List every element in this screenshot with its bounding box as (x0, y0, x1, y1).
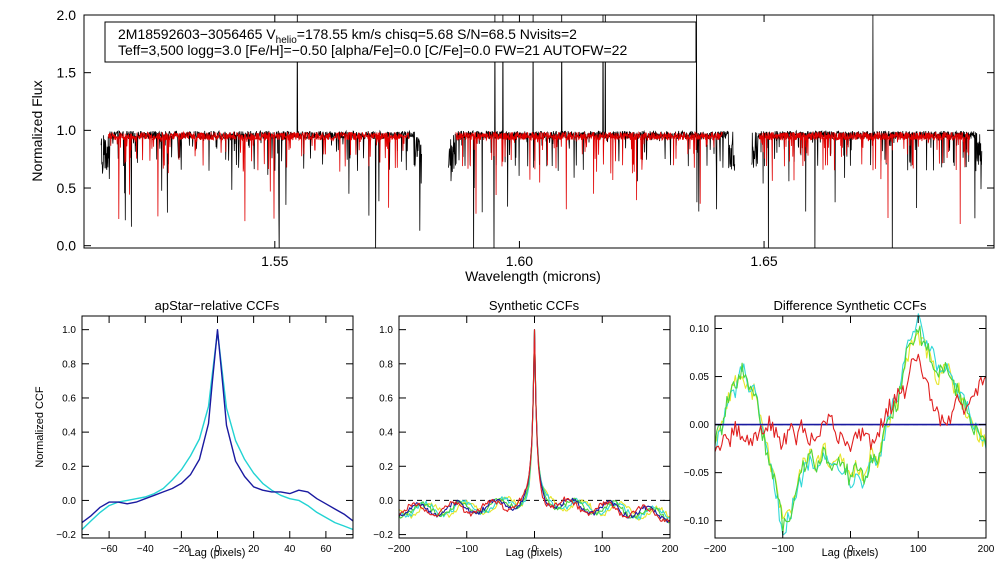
x-tick-label: 200 (662, 544, 679, 555)
x-tick-label: 60 (320, 544, 332, 555)
y-tick-label: −0.2 (373, 530, 393, 541)
synthetic-ccf-line-5 (398, 329, 671, 523)
synthetic-ccf-title: Synthetic CCFs (489, 298, 580, 313)
y-tick-label: 0.4 (379, 428, 393, 439)
y-tick-label: 0.8 (62, 359, 76, 370)
y-tick-label: 0.10 (690, 324, 710, 335)
x-tick-label: 40 (284, 544, 296, 555)
x-tick-label: 0 (532, 544, 538, 555)
y-tick-label: 0.6 (379, 393, 393, 404)
y-tick-label: 0.4 (62, 428, 76, 439)
spectrum-panel: 1.55 1.60 1.65 0.0 0.5 1.0 1.5 2.0 2M18592603−3… (29, 7, 995, 284)
apstar-ccf-y-label: Normalized CCF (34, 386, 46, 468)
y-tick-label: 0.2 (379, 462, 393, 473)
synthetic-ccf-ticks: −200 −100 0 100 200 −0.2 0.0 0.2 0.4 0.6 0.8 1.0 (373, 316, 679, 555)
annotation-line-1: 2M18592603−3056465 Vhelio=178.55 km/s ch… (118, 26, 577, 46)
synthetic-ccf-panel: Synthetic CCFs −200 −100 0 100 200 −0.2 0.0 0.2… (373, 298, 679, 559)
difference-ccf-axes-frame (714, 315, 987, 539)
difference-ccf-x-label: Lag (pixels) (822, 547, 879, 559)
x-tick-label: 1.55 (261, 253, 288, 269)
apstar-ccf-ticks: −60 −40 −20 0 20 40 60 −0.2 0.0 0.2 0.4 0.6 0.8 1.0 (56, 316, 353, 555)
x-tick-label: 100 (910, 544, 927, 555)
x-tick-label: −100 (771, 544, 794, 555)
difference-ccf-traces (714, 313, 987, 536)
synthetic-ccf-x-label: Lag (pixels) (506, 547, 563, 559)
synthetic-ccf-traces (398, 329, 671, 524)
y-tick-label: 0.8 (379, 359, 393, 370)
apstar-ccf-line-2 (81, 329, 354, 524)
spectrum-traces (100, 15, 983, 248)
y-tick-label: 1.5 (57, 65, 77, 81)
x-tick-label: −20 (173, 544, 190, 555)
y-tick-label: 0.00 (690, 420, 710, 431)
y-tick-label: −0.05 (684, 468, 710, 479)
x-tick-label: 100 (594, 544, 611, 555)
apstar-ccf-line-1 (81, 330, 354, 531)
difference-ccf-line-1 (714, 331, 987, 520)
apstar-ccf-axes-frame (81, 315, 354, 539)
y-tick-label: 0.0 (57, 238, 77, 254)
x-tick-label: −200 (704, 544, 727, 555)
y-tick-label: 1.0 (379, 325, 393, 336)
x-tick-label: −100 (455, 544, 478, 555)
apstar-ccf-title: apStar−relative CCFs (155, 298, 280, 313)
spectrum-clip-group (100, 15, 983, 248)
y-tick-label: 0.05 (690, 372, 710, 383)
annotation-line-2: Teff=3,500 logg=3.0 [Fe/H]=−0.50 [alpha/… (118, 42, 627, 58)
y-tick-label: 0.0 (62, 496, 76, 507)
x-tick-label: −40 (137, 544, 154, 555)
y-tick-label: 1.0 (62, 325, 76, 336)
model-spectrum-chip-1 (108, 130, 410, 222)
difference-ccf-title: Difference Synthetic CCFs (774, 298, 927, 313)
x-tick-label: 1.65 (750, 253, 777, 269)
x-tick-label: 0 (215, 544, 221, 555)
difference-ccf-line-3 (714, 325, 987, 534)
apstar-ccf-panel: apStar−relative CCFs −60 −40 −20 0 20 40 60 −0.… (34, 298, 354, 559)
difference-ccf-panel: Difference Synthetic CCFs −200 −100 0 100 20… (684, 298, 995, 559)
model-spectrum-chip-2 (455, 130, 723, 214)
apstar-ccf-x-label: Lag (pixels) (189, 547, 246, 559)
spectrum-ticks: 1.55 1.60 1.65 0.0 0.5 1.0 1.5 2.0 (57, 7, 994, 269)
x-tick-label: 1.60 (506, 253, 533, 269)
y-tick-label: 2.0 (57, 7, 77, 23)
x-tick-label: 0 (848, 544, 854, 555)
apstar-ccf-traces (81, 329, 354, 531)
y-tick-label: −0.2 (56, 530, 76, 541)
model-spectrum-chip-3 (758, 131, 970, 225)
x-tick-label: −60 (101, 544, 118, 555)
difference-ccf-line-5 (714, 353, 987, 453)
spectrum-y-label: Normalized Flux (29, 80, 45, 181)
x-tick-label: −200 (388, 544, 411, 555)
annotation-box (104, 21, 697, 63)
x-tick-label: 20 (248, 544, 260, 555)
y-tick-label: 0.0 (379, 496, 393, 507)
x-tick-label: 200 (978, 544, 995, 555)
y-tick-label: 0.6 (62, 393, 76, 404)
y-tick-label: 1.0 (57, 122, 77, 138)
difference-ccf-ticks: −200 −100 0 100 200 −0.10 −0.05 0.00 0.05 0.10 (684, 316, 995, 555)
spectrum-axes-frame (83, 14, 995, 249)
y-tick-label: −0.10 (684, 516, 710, 527)
y-tick-label: 0.2 (62, 462, 76, 473)
y-tick-label: 0.5 (57, 180, 77, 196)
spectrum-x-label: Wavelength (microns) (465, 268, 601, 284)
